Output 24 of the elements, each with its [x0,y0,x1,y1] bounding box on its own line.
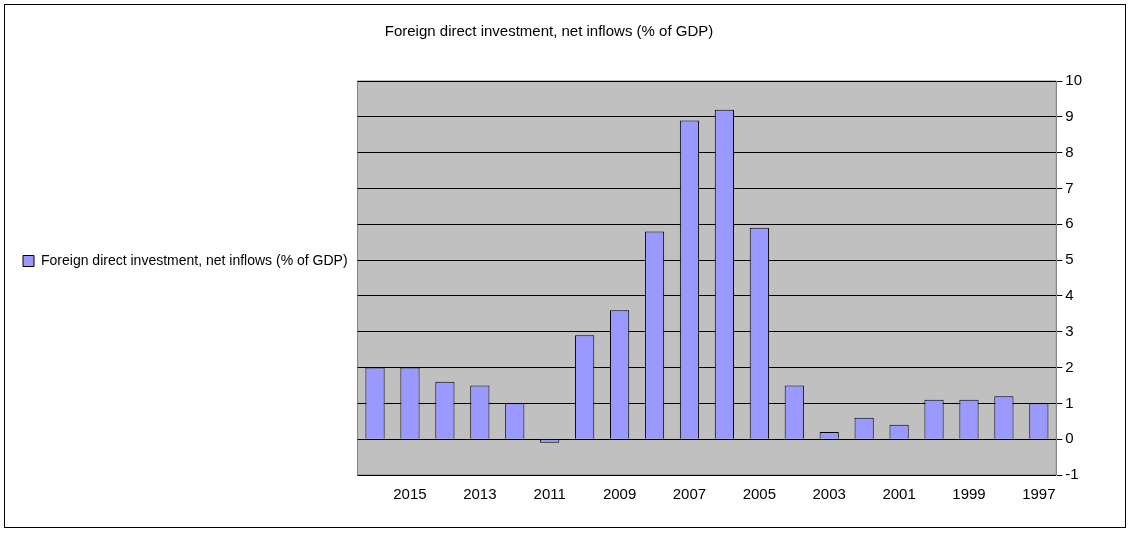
x-tick-label: 2001 [882,485,916,503]
y-tick-label: 9 [1065,106,1074,124]
x-tick-label: 2007 [672,485,707,503]
y-tick-label: 10 [1065,71,1082,89]
y-tick-label: 3 [1065,321,1074,339]
x-tick-label: 1997 [1022,485,1056,503]
y-tick-label: 2 [1065,357,1074,375]
x-tick-label: 2013 [463,485,497,503]
y-tick-label: 1 [1065,393,1074,411]
y-tick-label: 0 [1065,429,1074,447]
x-tick-label: 2005 [742,485,777,503]
y-tick-label: 6 [1065,214,1074,232]
y-tick-label: 4 [1065,286,1074,304]
x-tick-label: 2009 [602,485,637,503]
legend-label: Foreign direct investment, net inflows (% of GDP) [41,251,348,268]
y-tick-label: 7 [1065,178,1074,196]
y-tick-label: 8 [1065,142,1074,160]
y-tick-label: 5 [1065,250,1074,268]
x-tick-label: 2011 [533,485,566,503]
x-tick-label: 1999 [952,485,986,503]
x-tick-label: 2003 [812,485,846,503]
y-tick-label: -1 [1065,465,1079,483]
chart-title: Foreign direct investment, net inflows (% of GDP) [384,22,714,40]
x-tick-label: 2015 [393,485,427,503]
